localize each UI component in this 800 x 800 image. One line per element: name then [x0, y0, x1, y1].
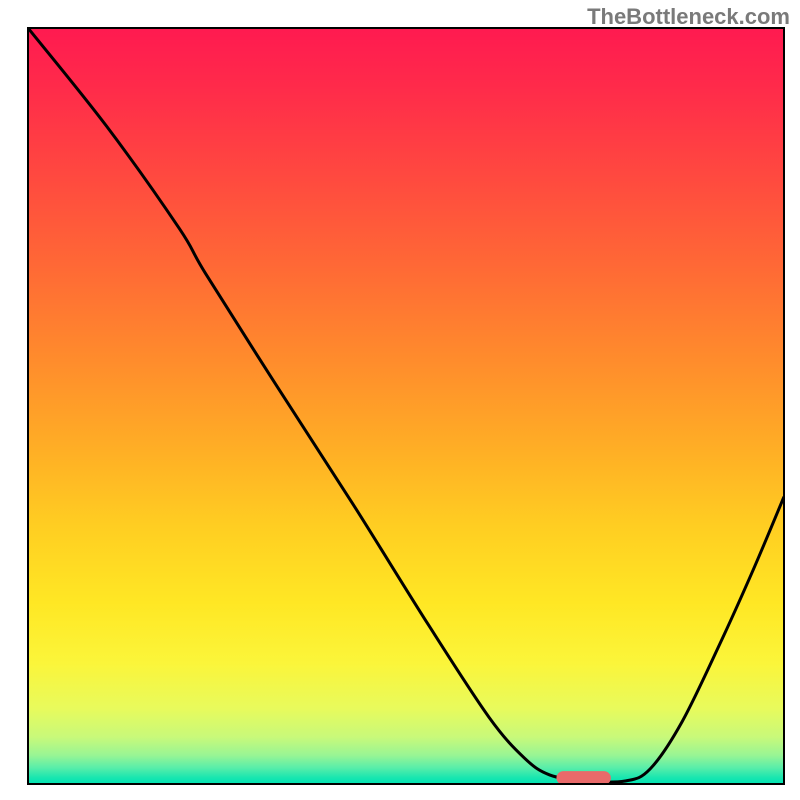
optimal-marker — [556, 771, 610, 785]
bottleneck-chart: TheBottleneck.com — [0, 0, 800, 800]
gradient-background — [28, 28, 784, 784]
chart-svg — [0, 0, 800, 800]
watermark-text: TheBottleneck.com — [587, 4, 790, 30]
